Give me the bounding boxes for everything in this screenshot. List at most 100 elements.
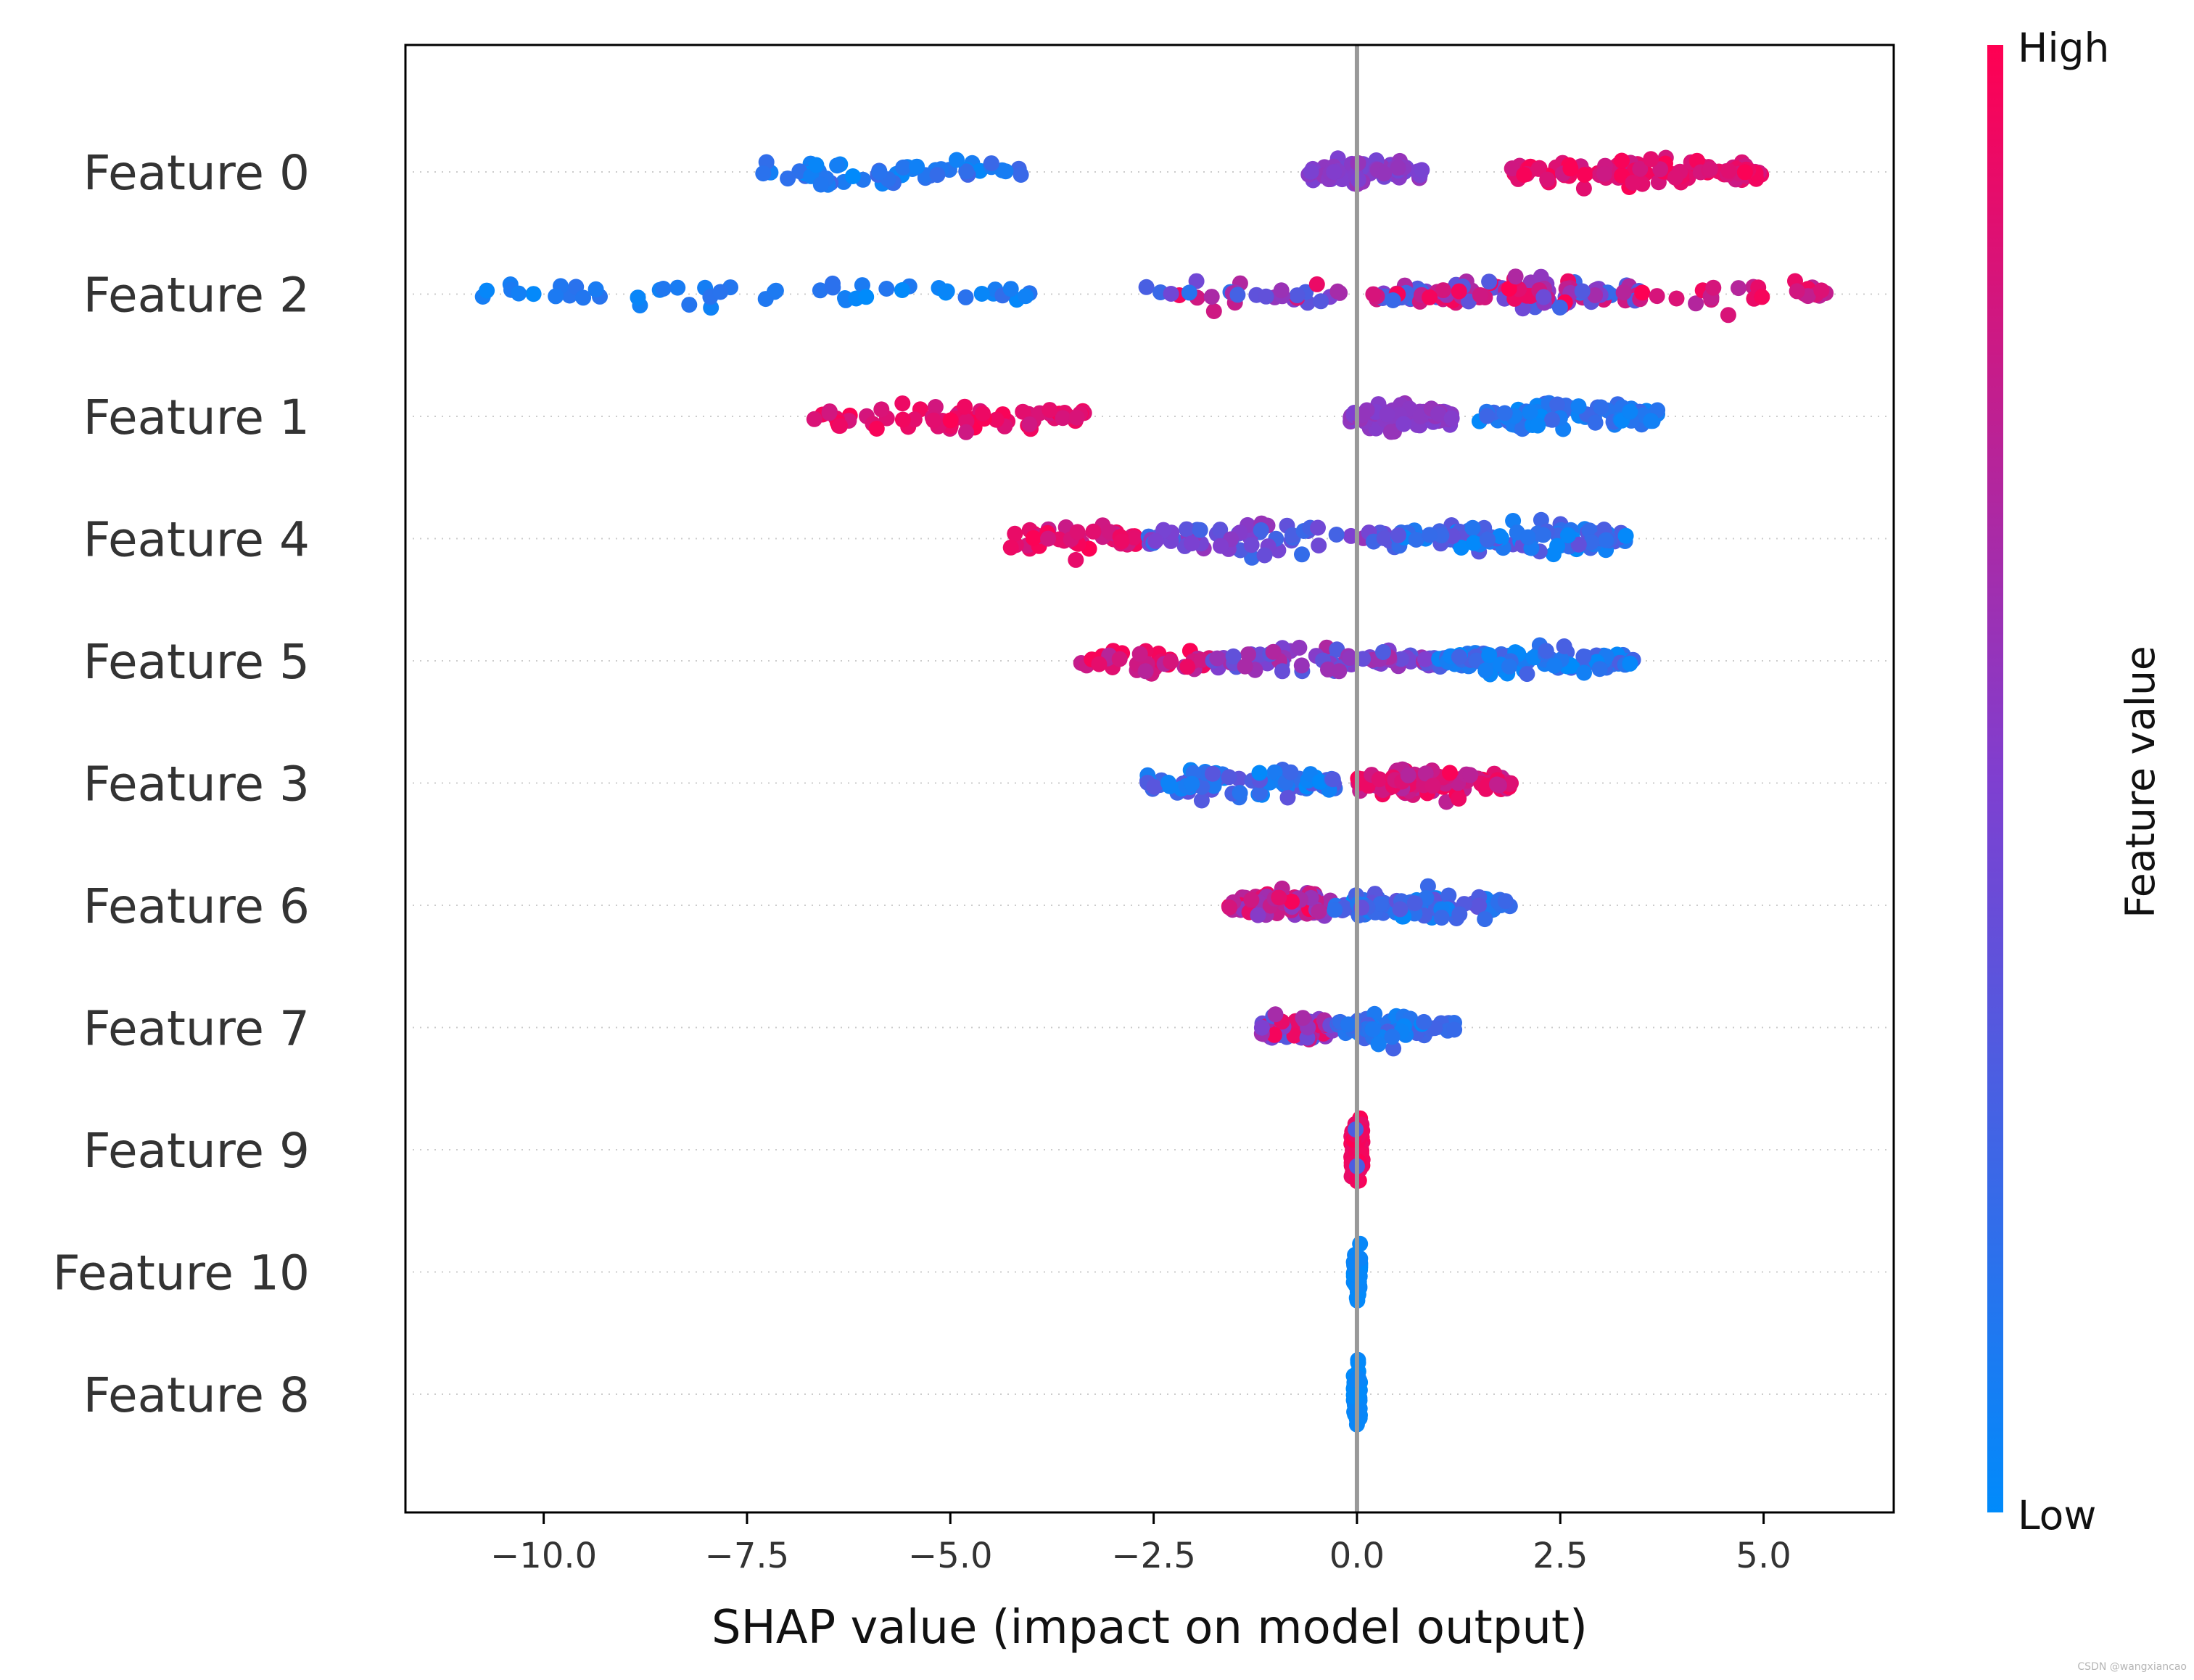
shap-point <box>1376 530 1393 547</box>
shap-point <box>997 163 1014 180</box>
shap-point <box>812 176 829 193</box>
x-axis-title: SHAP value (impact on model output) <box>712 1601 1588 1655</box>
shap-point <box>1385 292 1401 308</box>
shap-point <box>1422 289 1438 305</box>
shap-point <box>868 421 885 437</box>
shap-point <box>1435 282 1451 299</box>
shap-point <box>479 282 495 299</box>
shap-point <box>1364 1021 1381 1037</box>
shap-point <box>1289 287 1306 304</box>
shap-point <box>1250 907 1266 923</box>
shap-point <box>844 168 861 184</box>
shap-point <box>1184 535 1200 552</box>
shap-point <box>1488 776 1505 793</box>
shap-point <box>1477 911 1493 928</box>
shap-point <box>975 405 991 421</box>
shap-point <box>829 157 846 174</box>
shap-point <box>1021 416 1038 432</box>
shap-point <box>894 395 911 412</box>
shap-point <box>1376 165 1393 182</box>
shap-point <box>1265 643 1282 660</box>
shap-point <box>957 398 973 415</box>
shap-point <box>1464 519 1481 536</box>
colorbar <box>1987 45 2003 1512</box>
shap-point <box>1013 167 1029 183</box>
shap-point <box>1371 771 1387 788</box>
shap-point <box>1560 527 1576 543</box>
x-tick-label: 2.5 <box>1533 1536 1588 1576</box>
shap-point <box>1408 532 1424 548</box>
shap-point <box>906 411 923 428</box>
shap-point <box>1184 775 1200 792</box>
feature-label: Feature 7 <box>83 1001 310 1057</box>
shap-point <box>1286 1027 1303 1044</box>
shap-point <box>1622 655 1638 672</box>
shap-point <box>1243 892 1260 908</box>
shap-point <box>1705 279 1722 296</box>
shap-point <box>1538 643 1554 659</box>
x-tick-label: −2.5 <box>1111 1536 1196 1576</box>
shap-point <box>1331 663 1348 680</box>
shap-point <box>1328 527 1345 543</box>
shap-point <box>1240 646 1256 663</box>
shap-point <box>1462 767 1479 783</box>
shap-point <box>1417 651 1433 667</box>
shap-point <box>1598 532 1614 548</box>
shap-point <box>1649 288 1665 305</box>
shap-point <box>1501 281 1517 297</box>
shap-point <box>929 167 946 184</box>
shap-point <box>1556 638 1572 654</box>
shap-point <box>1668 290 1685 307</box>
shap-point <box>681 297 698 313</box>
shap-point <box>1327 902 1343 918</box>
shap-point <box>1284 893 1300 910</box>
shap-point <box>1146 778 1163 795</box>
feature-label: Feature 8 <box>83 1367 310 1423</box>
shap-point <box>1583 534 1599 551</box>
shap-point <box>1193 651 1210 668</box>
shap-point <box>1419 878 1436 894</box>
shap-point <box>1466 535 1482 551</box>
shap-point <box>812 282 828 299</box>
shap-point <box>1519 666 1535 683</box>
shap-point <box>1736 164 1753 181</box>
shap-point <box>1279 789 1296 806</box>
feature-label: Feature 2 <box>83 268 310 324</box>
shap-point <box>1504 160 1520 177</box>
shap-point <box>1203 289 1220 305</box>
shap-point <box>1308 276 1325 292</box>
shap-point <box>1352 1251 1369 1267</box>
shap-point <box>894 411 911 428</box>
shap-point <box>1324 771 1341 788</box>
shap-point <box>949 152 965 168</box>
shap-point <box>1539 171 1556 188</box>
shap-point <box>1365 286 1382 302</box>
shap-point <box>1625 174 1641 191</box>
shap-point <box>1256 547 1273 564</box>
shap-point <box>1209 650 1226 667</box>
shap-point <box>1026 530 1042 546</box>
feature-label: Feature 1 <box>83 390 310 445</box>
shap-point <box>1295 1010 1311 1026</box>
shap-point <box>1451 906 1468 923</box>
shap-point <box>548 288 564 305</box>
shap-point <box>1352 1235 1369 1252</box>
shap-point <box>1340 1016 1356 1033</box>
shap-point <box>1446 1021 1463 1038</box>
shap-point <box>1310 519 1326 536</box>
shap-point <box>1181 284 1197 301</box>
shap-point <box>1731 280 1746 297</box>
shap-point <box>1372 896 1389 912</box>
shap-point <box>1720 162 1737 179</box>
shap-point <box>871 164 888 181</box>
shap-point <box>1596 165 1612 182</box>
shap-point <box>939 283 955 300</box>
shap-point <box>1433 910 1450 926</box>
shap-point <box>712 284 729 300</box>
shap-point <box>1237 658 1253 675</box>
shap-point <box>1530 160 1547 177</box>
shap-point <box>1179 659 1196 675</box>
shap-point <box>1193 792 1210 809</box>
shap-point <box>1212 522 1229 538</box>
shap-point <box>1591 661 1608 678</box>
